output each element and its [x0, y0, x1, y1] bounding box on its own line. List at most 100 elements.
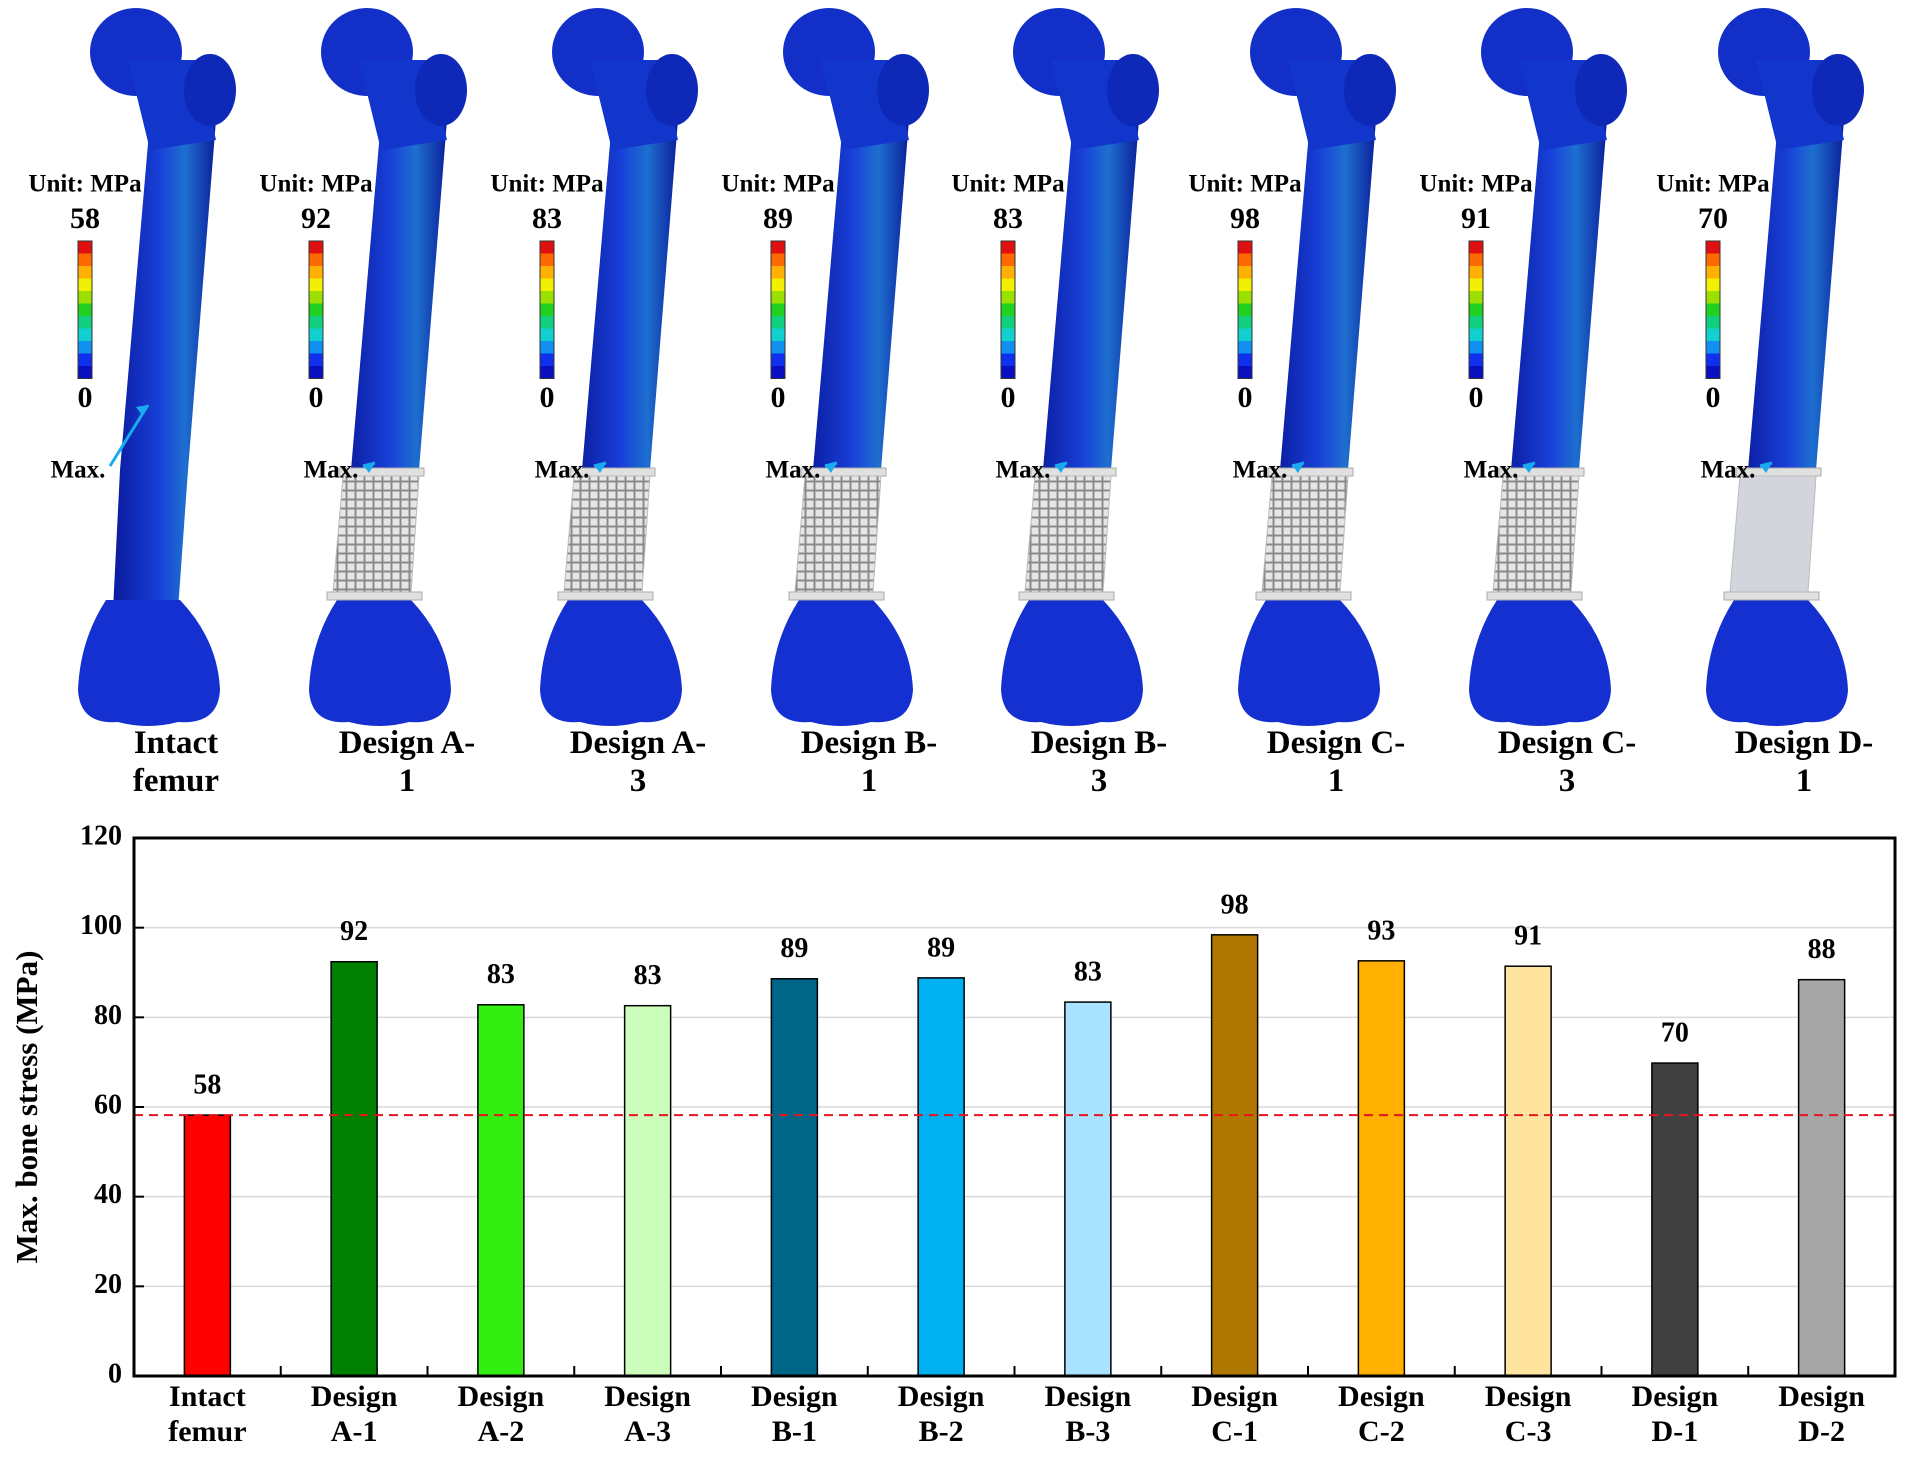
colorbar-unit: Unit: MPa: [28, 171, 142, 198]
femur-model: [1468, 8, 1627, 726]
femur-model: [77, 8, 236, 726]
femur-trochanter: [1344, 54, 1396, 126]
colorbar-cell: [309, 241, 323, 254]
x-tick-label: Design C-3: [1484, 1380, 1572, 1448]
x-tick-label: Intact femur: [168, 1380, 247, 1448]
colorbar-cell: [1001, 328, 1015, 341]
colorbar-cell: [309, 278, 323, 291]
value-label: 92: [340, 916, 368, 947]
femur-distal: [1469, 600, 1611, 726]
colorbar-cell: [1469, 328, 1483, 341]
colorbar-min: 0: [771, 381, 786, 414]
y-tick-label: 20: [94, 1269, 122, 1300]
x-tick-label: Design A-3: [604, 1380, 691, 1448]
colorbar-cell: [771, 353, 785, 366]
y-axis-title: Max. bone stress (MPa): [9, 951, 44, 1264]
implant-scaffold: [1492, 475, 1580, 593]
colorbar-cell: [540, 328, 554, 341]
colorbar-cell: [78, 278, 92, 291]
colorbar-max: 89: [763, 202, 793, 235]
value-label: 83: [634, 960, 662, 991]
colorbar-cell: [1238, 253, 1252, 266]
colorbar-max: 70: [1698, 202, 1728, 235]
colorbar-unit: Unit: MPa: [1656, 171, 1770, 198]
femur-model: [1000, 8, 1159, 726]
colorbar-cell: [1469, 303, 1483, 316]
colorbar-cell: [1001, 341, 1015, 354]
colorbar-cell: [1001, 253, 1015, 266]
colorbar-cell: [1001, 241, 1015, 254]
x-tick-label: Design B-2: [897, 1380, 985, 1448]
femur-distal: [1001, 600, 1143, 726]
colorbar-frame: [770, 240, 786, 379]
max-arrow: [108, 404, 150, 467]
femur-distal: [78, 600, 220, 726]
femur-trochanter: [415, 54, 467, 126]
colorbar-cell: [1706, 266, 1720, 279]
colorbar-cell: [1706, 316, 1720, 329]
femur-label: Design C-3: [1497, 725, 1637, 799]
value-label: 83: [1074, 957, 1102, 988]
colorbar-frame: [539, 240, 555, 379]
colorbar-cell: [1001, 278, 1015, 291]
femur-label: Intact femur: [132, 725, 220, 799]
colorbar-cell: [1469, 366, 1483, 379]
femur-label: Design B-3: [1030, 725, 1168, 799]
colorbar-cell: [771, 341, 785, 354]
colorbar-max: 91: [1461, 202, 1491, 235]
colorbar-cell: [771, 328, 785, 341]
y-tick-label: 100: [80, 910, 122, 941]
implant-scaffold: [332, 475, 420, 593]
max-arrowhead: [1292, 463, 1304, 473]
colorbar-cell: [771, 266, 785, 279]
colorbar-cell: [1001, 316, 1015, 329]
femur-distal: [771, 600, 913, 726]
colorbar-min: 0: [540, 381, 555, 414]
bar: [1651, 1062, 1699, 1377]
colorbar-cell: [771, 316, 785, 329]
y-tick-label: 80: [94, 1000, 122, 1031]
implant-scaffold: [563, 475, 651, 593]
colorbar-unit: Unit: MPa: [1419, 171, 1533, 198]
bar: [477, 1004, 525, 1377]
colorbar-cell: [1469, 353, 1483, 366]
colorbar-cell: [771, 241, 785, 254]
bar: [1357, 960, 1406, 1377]
implant-plate: [1018, 591, 1115, 601]
plot-frame: [132, 836, 1897, 1378]
colorbar-cell: [1706, 328, 1720, 341]
colorbar-cell: [78, 366, 92, 379]
max-arrowhead: [594, 463, 606, 473]
colorbar-cell: [1001, 266, 1015, 279]
max-annotation: Max.: [535, 457, 590, 484]
value-label: 88: [1808, 934, 1836, 965]
femur-shaft: [113, 120, 216, 610]
implant-plate: [326, 591, 423, 601]
value-label: 70: [1661, 1017, 1689, 1048]
implant-scaffold: [1261, 475, 1349, 593]
colorbar-cell: [78, 303, 92, 316]
x-tick-label: Design C-2: [1338, 1380, 1425, 1448]
colorbar-cell: [771, 366, 785, 379]
colorbar-cell: [771, 253, 785, 266]
colorbar-unit: Unit: MPa: [490, 171, 604, 198]
femur-label: Design A-1: [338, 725, 476, 799]
bar: [1064, 1001, 1112, 1377]
colorbar-cell: [1706, 253, 1720, 266]
femur-model: [308, 8, 467, 726]
colorbar-cell: [771, 278, 785, 291]
colorbar-cell: [78, 328, 92, 341]
colorbar-cell: [1238, 341, 1252, 354]
colorbar-cell: [1238, 266, 1252, 279]
femur-trochanter: [1812, 54, 1864, 126]
colorbar-cell: [309, 341, 323, 354]
colorbar-unit: Unit: MPa: [721, 171, 835, 198]
femur-label: Design B-1: [800, 725, 938, 799]
colorbar-cell: [309, 266, 323, 279]
femur-model: [1705, 8, 1864, 726]
bar: [917, 977, 965, 1377]
colorbar-cell: [540, 266, 554, 279]
implant-scaffold: [1024, 475, 1112, 593]
colorbar-frame: [1468, 240, 1484, 379]
